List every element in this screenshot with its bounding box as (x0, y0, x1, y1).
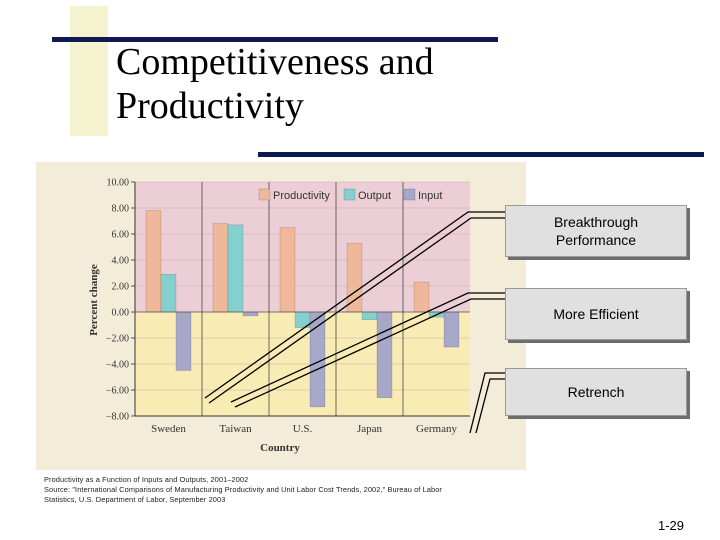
x-tick-label: U.S. (293, 423, 313, 435)
source-line-2: Source: "International Comparisons of Ma… (44, 485, 442, 494)
title-rule-bottom (258, 152, 704, 157)
bar-output-sweden (160, 274, 177, 313)
legend-label-input: Input (418, 190, 442, 202)
x-tick-label: Japan (357, 423, 383, 435)
bar-productivity-taiwan (212, 223, 229, 313)
bar-input-germany (443, 311, 460, 348)
callout-breakthrough-line-2: Performance (555, 232, 637, 248)
callout-retrench: Retrench (505, 368, 687, 416)
callout-more-efficient: More Efficient (505, 288, 687, 340)
source-line-1: Productivity as a Function of Inputs and… (44, 475, 249, 484)
legend-swatch-productivity (258, 188, 271, 201)
title-line-1: Competitiveness and (116, 41, 434, 83)
callout-efficient-label: More Efficient (553, 306, 639, 322)
bar-productivity-us (279, 227, 296, 313)
x-tick-label: Sweden (151, 423, 186, 435)
y-tick-label: −2.00 (106, 334, 129, 345)
title-line-2: Productivity (116, 85, 304, 127)
y-tick-label: 4.00 (112, 256, 130, 267)
y-tick-label: 2.00 (112, 282, 130, 293)
y-tick-label: 10.00 (107, 178, 130, 189)
slide-title: Competitiveness and Productivity (116, 40, 434, 128)
y-tick-label: −4.00 (106, 360, 129, 371)
legend-label-productivity: Productivity (273, 190, 330, 202)
bar-input-taiwan (242, 311, 259, 317)
y-tick-label: 0.00 (112, 308, 130, 319)
x-tick-label: Taiwan (219, 423, 252, 435)
y-tick-label: 6.00 (112, 230, 130, 241)
x-tick-label: Germany (416, 423, 457, 435)
bar-productivity-japan (346, 242, 363, 313)
page-number: 1-29 (658, 518, 685, 533)
y-tick-label: −8.00 (106, 412, 129, 423)
source-line-3: Statistics, U.S. Department of Labor, Se… (44, 495, 226, 504)
callout-breakthrough-performance: Breakthrough Performance (505, 205, 687, 257)
callout-connectors (204, 211, 505, 434)
figure-source-note: Productivity as a Function of Inputs and… (44, 475, 564, 505)
y-tick-label: 8.00 (112, 204, 130, 215)
callout-breakthrough-line-1: Breakthrough (553, 214, 639, 230)
bar-input-japan (376, 311, 393, 399)
bar-input-sweden (175, 311, 192, 371)
title-rule-top (52, 37, 498, 42)
x-axis-label: Country (260, 442, 300, 454)
bar-productivity-sweden (145, 210, 162, 313)
y-tick-label: −6.00 (106, 386, 129, 397)
bar-output-japan (361, 311, 378, 321)
callout-retrench-label: Retrench (567, 384, 625, 400)
bar-productivity-germany (413, 281, 430, 313)
legend-label-output: Output (358, 190, 391, 202)
legend-swatch-output (343, 188, 356, 201)
title-decoration-square (70, 6, 108, 136)
y-axis-label: Percent change (88, 264, 100, 336)
bar-output-taiwan (227, 224, 244, 313)
legend-swatch-input (403, 188, 416, 201)
